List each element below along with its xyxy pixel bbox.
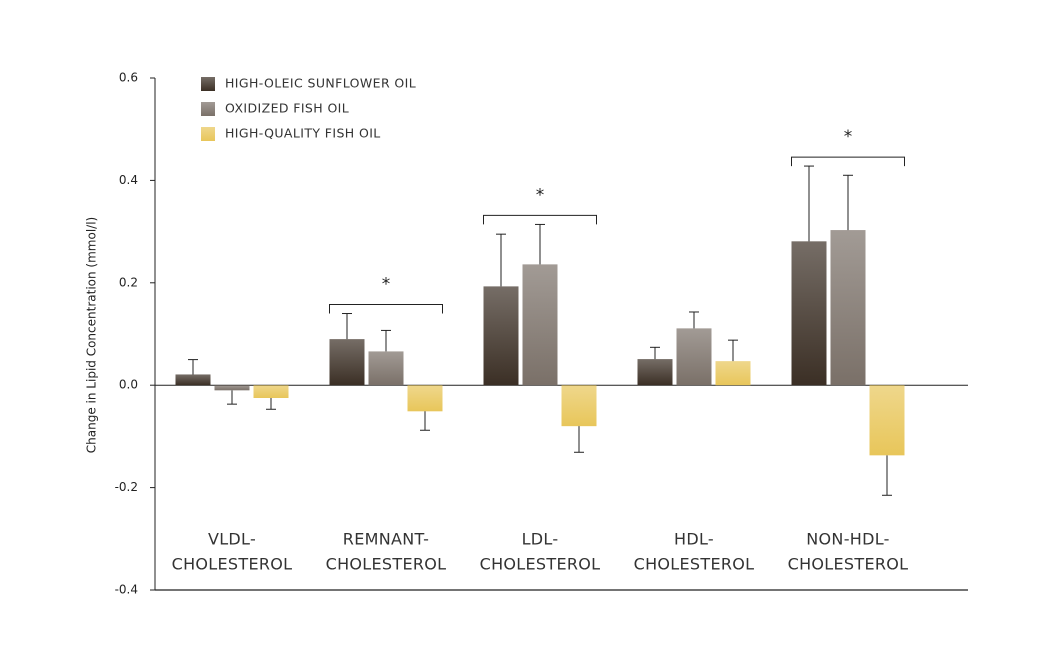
bar (561, 385, 597, 427)
x-tick-label: CHOLESTEROL (788, 555, 909, 574)
error-bar (188, 359, 198, 375)
y-tick-label: 0.6 (119, 71, 138, 85)
error-bar (843, 174, 853, 231)
x-tick-label: REMNANT- (343, 530, 429, 549)
x-tick-label: HDL- (674, 530, 714, 549)
bar (791, 241, 827, 386)
significance-label: * (382, 275, 391, 295)
significance-label: * (536, 185, 545, 205)
legend-label: OXIDIZED FISH OIL (225, 101, 349, 116)
significance-bracket (329, 304, 443, 314)
significance-bracket (791, 156, 905, 167)
bar (637, 359, 673, 386)
error-bar (381, 329, 391, 352)
bar (368, 351, 404, 386)
error-bar (266, 398, 276, 410)
error-bar (689, 311, 699, 329)
legend-label: HIGH-OLEIC SUNFLOWER OIL (225, 76, 416, 91)
bar (869, 385, 905, 456)
bar (483, 286, 519, 386)
bar (329, 339, 365, 386)
x-tick-label: CHOLESTEROL (634, 555, 755, 574)
x-tick-label: LDL- (522, 530, 559, 549)
bar (830, 230, 866, 386)
legend-swatch (201, 102, 215, 116)
y-tick-label: 0.4 (119, 173, 138, 187)
x-tick-label: CHOLESTEROL (480, 555, 601, 574)
legend-label: HIGH-QUALITY FISH OIL (225, 126, 381, 141)
legend-swatch (201, 77, 215, 91)
error-bar (420, 411, 430, 431)
error-bar (728, 339, 738, 362)
x-tick-label: CHOLESTEROL (326, 555, 447, 574)
bar (522, 264, 558, 386)
y-tick-label: -0.2 (115, 480, 138, 494)
y-tick-label: 0.0 (119, 378, 138, 392)
significance-bracket (483, 214, 597, 225)
x-tick-label: NON-HDL- (806, 530, 889, 549)
bar (407, 385, 443, 412)
error-bar (535, 223, 545, 265)
error-bar (650, 346, 660, 360)
error-bar (342, 313, 352, 340)
significance-label: * (844, 127, 853, 147)
y-tick-label: 0.2 (119, 275, 138, 289)
error-bar (882, 455, 892, 496)
bar (676, 328, 712, 386)
error-bar (227, 390, 237, 405)
bar (175, 374, 211, 386)
legend-swatch (201, 127, 215, 141)
error-bar (496, 233, 506, 287)
y-tick-label: -0.4 (115, 583, 138, 597)
x-tick-label: VLDL- (208, 530, 256, 549)
bar (715, 361, 751, 386)
x-tick-label: CHOLESTEROL (172, 555, 293, 574)
y-axis-label: Change in Lipid Concentration (mmol/l) (85, 217, 99, 453)
bar (214, 385, 250, 391)
error-bar (574, 426, 584, 453)
bar (253, 385, 289, 398)
error-bar (804, 165, 814, 242)
